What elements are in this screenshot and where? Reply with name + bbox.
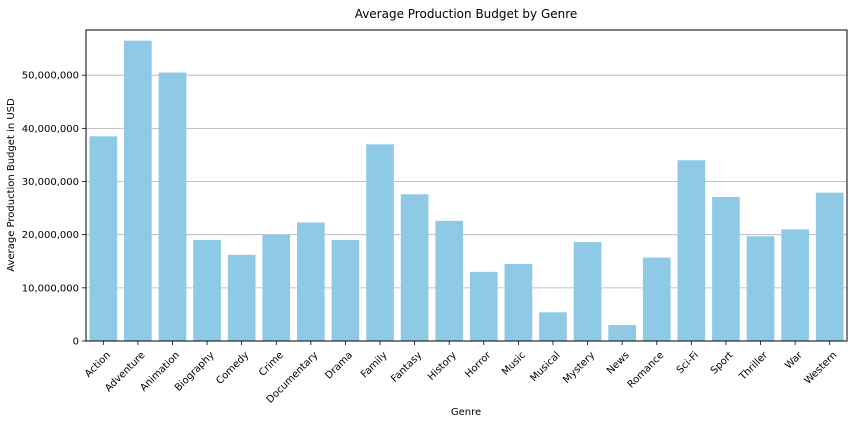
x-tick-label: War — [783, 349, 805, 371]
x-tick-label: Sci-Fi — [675, 350, 701, 376]
bar-history — [435, 220, 464, 341]
x-tick-label: Western — [803, 350, 840, 387]
x-tick-label: Comedy — [214, 350, 251, 387]
y-tick-label: 50,000,000 — [22, 71, 79, 82]
x-tick-label: Romance — [626, 350, 667, 391]
bar-animation — [158, 72, 187, 342]
bar-western — [815, 192, 844, 341]
bar-horror — [469, 271, 498, 341]
bar-crime — [262, 234, 291, 341]
x-tick-label: Mystery — [561, 350, 597, 386]
y-axis-title: Average Production Budget in USD — [6, 98, 17, 272]
bar-family — [366, 144, 394, 341]
bar-romance — [642, 257, 671, 341]
x-tick-label: Crime — [257, 350, 286, 379]
bar-thriller — [746, 236, 775, 341]
y-tick-label: 10,000,000 — [22, 283, 79, 294]
x-tick-label: Thriller — [737, 349, 771, 383]
bar-action — [89, 136, 118, 341]
bar-musical — [539, 312, 567, 341]
bar-sci-fi — [677, 160, 706, 341]
bar-documentary — [297, 222, 325, 341]
y-tick-label: 20,000,000 — [22, 230, 79, 241]
x-tick-label: Music — [500, 350, 528, 378]
x-tick-label: Musical — [528, 350, 562, 384]
bar-war — [781, 229, 809, 341]
bar-adventure — [124, 40, 152, 341]
y-tick-label: 30,000,000 — [22, 177, 79, 188]
y-axis-ticks: 0 10,000,000 20,000,000 30,000,000 40,000,00… — [22, 71, 86, 348]
chart-title: Average Production Budget by Genre — [355, 7, 578, 21]
plot-frame — [85, 29, 848, 342]
bar-music — [504, 263, 533, 341]
x-tick-label: News — [605, 350, 632, 377]
bar-fantasy — [400, 194, 429, 341]
bar-biography — [193, 239, 221, 341]
bar-drama — [331, 239, 360, 341]
bar-news — [608, 325, 636, 341]
x-tick-label: Action — [83, 350, 113, 380]
bar-mystery — [573, 242, 602, 341]
x-tick-label: Fantasy — [389, 350, 424, 385]
bar-sport — [712, 196, 740, 341]
x-tick-label: History — [426, 350, 459, 383]
x-axis-title: Genre — [451, 407, 481, 418]
x-tick-label: Horror — [463, 349, 494, 380]
bars — [89, 40, 844, 342]
y-tick-label: 40,000,000 — [22, 124, 79, 135]
x-tick-label: Sport — [709, 350, 736, 377]
y-tick-label: 0 — [73, 337, 79, 348]
x-tick-label: Drama — [323, 350, 355, 382]
x-tick-label: Family — [359, 350, 390, 381]
bar-comedy — [227, 254, 256, 341]
